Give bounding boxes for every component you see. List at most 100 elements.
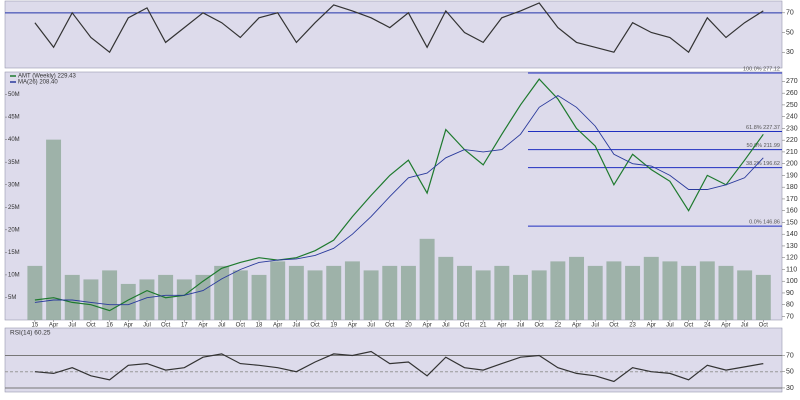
volume-bar: [718, 265, 734, 320]
volume-bar: [326, 265, 342, 320]
x-tick-label: 17: [181, 323, 188, 329]
x-tick-label: Apr: [198, 323, 207, 329]
x-tick-label: 20: [405, 323, 412, 329]
y2-tick-label: 25M: [8, 205, 20, 211]
volume-bar: [83, 279, 99, 320]
level-label: 0.0% 146.86: [749, 220, 780, 226]
y-tick-label: 190: [786, 172, 798, 179]
x-tick-label: Oct: [385, 323, 395, 329]
series-line: [34, 94, 764, 306]
y-tick-label: 30: [786, 49, 794, 56]
volume-bar: [419, 238, 435, 320]
y-tick-label: 150: [786, 219, 798, 226]
legend-label: MA(26) 208.40: [18, 80, 58, 86]
volume-bar: [288, 265, 304, 320]
panel-title: RSI(14) 60.25: [10, 330, 51, 337]
x-tick-label: Oct: [684, 323, 694, 329]
series-line: [34, 2, 764, 54]
volume-bar: [737, 270, 753, 320]
volume-bar: [587, 265, 603, 320]
series-line: [34, 78, 764, 312]
y2-tick-label: 35M: [8, 160, 20, 166]
x-tick-label: Apr: [49, 323, 58, 329]
x-tick-label: 21: [480, 323, 487, 329]
x-tick-label: Oct: [535, 323, 545, 329]
volume-bar: [344, 261, 360, 320]
volume-bar: [494, 265, 510, 320]
x-tick-label: Jul: [68, 323, 76, 329]
volume-bar: [531, 270, 547, 320]
x-tick-label: Oct: [460, 323, 470, 329]
x-tick-label: Apr: [647, 323, 656, 329]
level-label: 100.0% 277.12: [743, 66, 780, 72]
y2-tick-label: 45M: [8, 115, 20, 121]
x-tick-label: Jul: [367, 323, 375, 329]
level-label: 61.8% 227.37: [746, 125, 780, 131]
x-tick-label: Jul: [143, 323, 151, 329]
x-tick-label: 19: [330, 323, 337, 329]
x-tick-label: Apr: [497, 323, 506, 329]
x-tick-label: Apr: [422, 323, 431, 329]
y2-tick-label: 15M: [8, 250, 20, 256]
level-label: 50.0% 211.99: [746, 143, 780, 149]
y-tick-label: 90: [786, 290, 794, 297]
y-tick-label: 110: [786, 266, 797, 273]
x-tick-label: Oct: [609, 323, 619, 329]
volume-bar: [662, 261, 678, 320]
y-tick-label: 50: [786, 369, 794, 376]
x-tick-label: 23: [629, 323, 636, 329]
volume-bar: [46, 139, 62, 320]
volume-bar: [307, 270, 323, 320]
x-tick-label: Oct: [161, 323, 171, 329]
x-tick-label: Jul: [293, 323, 301, 329]
volume-bar: [513, 274, 528, 320]
panel: [4, 0, 783, 69]
y2-tick-label: 10M: [8, 272, 20, 278]
x-tick-label: Jul: [666, 323, 674, 329]
y-tick-label: 250: [786, 102, 798, 109]
y2-tick-label: 5M: [8, 295, 16, 301]
y-tick-label: 140: [786, 231, 798, 238]
volume-bar: [755, 274, 771, 320]
x-tick-label: 16: [106, 323, 113, 329]
level-label: 38.2% 196.62: [746, 161, 780, 167]
volume-bar: [176, 279, 192, 320]
y2-tick-label: 30M: [8, 182, 20, 188]
x-tick-label: Oct: [310, 323, 320, 329]
volume-bar: [400, 265, 416, 320]
y-tick-label: 270: [786, 78, 798, 85]
volume-bar: [120, 283, 136, 320]
volume-bar: [569, 256, 585, 320]
x-tick-label: Apr: [273, 323, 282, 329]
volume-bar: [27, 265, 43, 320]
y-tick-label: 120: [786, 255, 798, 262]
volume-bar: [270, 261, 286, 320]
volume-bar: [139, 279, 155, 320]
x-tick-label: 18: [256, 323, 263, 329]
x-tick-label: Oct: [86, 323, 96, 329]
x-tick-label: 22: [555, 323, 562, 329]
volume-bar: [457, 265, 472, 320]
x-tick-label: 24: [704, 323, 711, 329]
panel: [4, 327, 783, 393]
y-tick-label: 100: [786, 278, 798, 285]
x-tick-label: Apr: [721, 323, 730, 329]
y-tick-label: 220: [786, 137, 798, 144]
x-tick-label: Apr: [348, 323, 357, 329]
series-line: [34, 350, 764, 383]
volume-bar: [475, 270, 491, 320]
volume-bar: [214, 265, 230, 320]
legend-label: AMT (Weekly) 229.43: [18, 74, 76, 80]
y-tick-label: 260: [786, 90, 798, 97]
x-tick-label: Oct: [236, 323, 246, 329]
volume-bar: [438, 256, 454, 320]
y-tick-label: 50: [786, 29, 794, 36]
y-tick-label: 130: [786, 243, 798, 250]
x-tick-label: Jul: [218, 323, 226, 329]
volume-bar: [550, 261, 566, 320]
volume-bar: [681, 265, 697, 320]
volume-bar: [64, 274, 80, 320]
x-tick-label: Jul: [741, 323, 749, 329]
x-tick-label: Jul: [517, 323, 525, 329]
volume-bar: [643, 256, 659, 320]
